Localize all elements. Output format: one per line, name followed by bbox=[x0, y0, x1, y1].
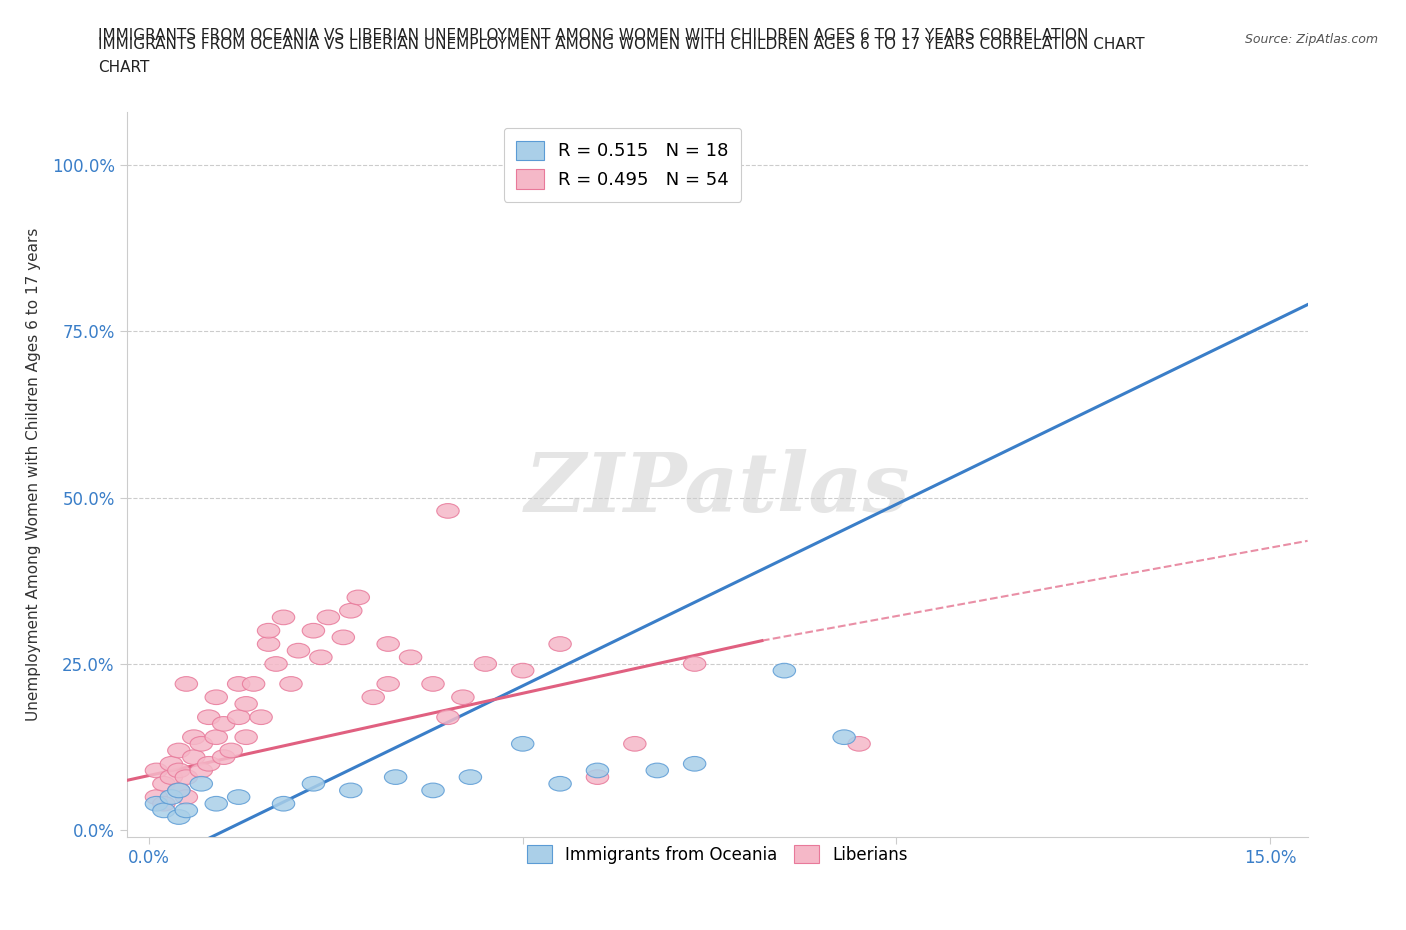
Ellipse shape bbox=[205, 730, 228, 745]
Ellipse shape bbox=[586, 770, 609, 784]
Ellipse shape bbox=[848, 737, 870, 751]
Ellipse shape bbox=[250, 710, 273, 724]
Text: CHART: CHART bbox=[98, 60, 150, 75]
Ellipse shape bbox=[399, 650, 422, 665]
Ellipse shape bbox=[474, 657, 496, 671]
Ellipse shape bbox=[548, 777, 571, 791]
Ellipse shape bbox=[145, 790, 167, 804]
Ellipse shape bbox=[683, 657, 706, 671]
Ellipse shape bbox=[273, 796, 295, 811]
Ellipse shape bbox=[228, 790, 250, 804]
Ellipse shape bbox=[624, 737, 645, 751]
Ellipse shape bbox=[153, 777, 176, 791]
Text: IMMIGRANTS FROM OCEANIA VS LIBERIAN UNEMPLOYMENT AMONG WOMEN WITH CHILDREN AGES : IMMIGRANTS FROM OCEANIA VS LIBERIAN UNEM… bbox=[98, 37, 1144, 52]
Ellipse shape bbox=[228, 710, 250, 724]
Ellipse shape bbox=[773, 663, 796, 678]
Ellipse shape bbox=[176, 804, 198, 817]
Ellipse shape bbox=[318, 610, 340, 625]
Ellipse shape bbox=[190, 737, 212, 751]
Ellipse shape bbox=[832, 730, 855, 745]
Ellipse shape bbox=[280, 677, 302, 691]
Ellipse shape bbox=[302, 623, 325, 638]
Ellipse shape bbox=[377, 677, 399, 691]
Ellipse shape bbox=[219, 743, 242, 758]
Ellipse shape bbox=[586, 764, 609, 777]
Text: IMMIGRANTS FROM OCEANIA VS LIBERIAN UNEMPLOYMENT AMONG WOMEN WITH CHILDREN AGES : IMMIGRANTS FROM OCEANIA VS LIBERIAN UNEM… bbox=[98, 28, 1088, 43]
Ellipse shape bbox=[145, 796, 167, 811]
Ellipse shape bbox=[190, 764, 212, 777]
Ellipse shape bbox=[235, 730, 257, 745]
Ellipse shape bbox=[257, 623, 280, 638]
Ellipse shape bbox=[264, 657, 287, 671]
Ellipse shape bbox=[176, 677, 198, 691]
Ellipse shape bbox=[198, 710, 219, 724]
Ellipse shape bbox=[212, 750, 235, 764]
Ellipse shape bbox=[205, 690, 228, 705]
Ellipse shape bbox=[377, 637, 399, 651]
Ellipse shape bbox=[160, 756, 183, 771]
Ellipse shape bbox=[460, 770, 482, 784]
Ellipse shape bbox=[198, 756, 219, 771]
Ellipse shape bbox=[176, 790, 198, 804]
Ellipse shape bbox=[384, 770, 406, 784]
Ellipse shape bbox=[548, 637, 571, 651]
Ellipse shape bbox=[302, 777, 325, 791]
Ellipse shape bbox=[212, 716, 235, 731]
Ellipse shape bbox=[167, 783, 190, 798]
Ellipse shape bbox=[167, 783, 190, 798]
Ellipse shape bbox=[332, 630, 354, 644]
Ellipse shape bbox=[437, 503, 460, 518]
Ellipse shape bbox=[242, 677, 264, 691]
Ellipse shape bbox=[422, 783, 444, 798]
Ellipse shape bbox=[205, 796, 228, 811]
Ellipse shape bbox=[153, 804, 176, 817]
Ellipse shape bbox=[451, 690, 474, 705]
Text: ZIPatlas: ZIPatlas bbox=[524, 449, 910, 529]
Ellipse shape bbox=[422, 677, 444, 691]
Legend: Immigrants from Oceania, Liberians: Immigrants from Oceania, Liberians bbox=[519, 837, 915, 872]
Ellipse shape bbox=[167, 764, 190, 777]
Ellipse shape bbox=[683, 756, 706, 771]
Ellipse shape bbox=[167, 810, 190, 824]
Ellipse shape bbox=[645, 764, 668, 777]
Ellipse shape bbox=[160, 770, 183, 784]
Text: Source: ZipAtlas.com: Source: ZipAtlas.com bbox=[1244, 33, 1378, 46]
Ellipse shape bbox=[167, 743, 190, 758]
Ellipse shape bbox=[287, 644, 309, 658]
Ellipse shape bbox=[683, 174, 706, 189]
Ellipse shape bbox=[340, 604, 361, 618]
Ellipse shape bbox=[273, 610, 295, 625]
Ellipse shape bbox=[145, 764, 167, 777]
Ellipse shape bbox=[190, 777, 212, 791]
Ellipse shape bbox=[183, 730, 205, 745]
Y-axis label: Unemployment Among Women with Children Ages 6 to 17 years: Unemployment Among Women with Children A… bbox=[25, 228, 41, 721]
Ellipse shape bbox=[361, 690, 384, 705]
Ellipse shape bbox=[347, 591, 370, 604]
Ellipse shape bbox=[340, 783, 361, 798]
Ellipse shape bbox=[176, 770, 198, 784]
Ellipse shape bbox=[257, 637, 280, 651]
Ellipse shape bbox=[309, 650, 332, 665]
Ellipse shape bbox=[512, 737, 534, 751]
Ellipse shape bbox=[437, 710, 460, 724]
Ellipse shape bbox=[235, 697, 257, 711]
Ellipse shape bbox=[153, 796, 176, 811]
Ellipse shape bbox=[512, 663, 534, 678]
Ellipse shape bbox=[183, 750, 205, 764]
Ellipse shape bbox=[160, 790, 183, 804]
Ellipse shape bbox=[228, 677, 250, 691]
